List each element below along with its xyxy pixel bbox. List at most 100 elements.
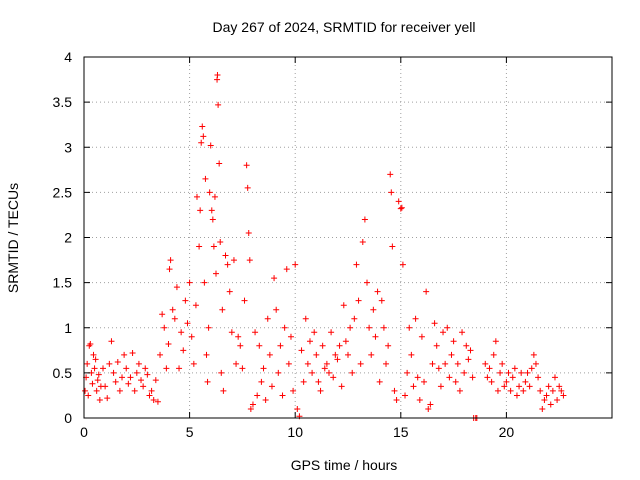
data-point — [530, 351, 537, 358]
data-point — [152, 377, 159, 384]
data-point — [551, 374, 558, 381]
data-point — [91, 365, 98, 372]
data-point — [520, 387, 527, 394]
data-point — [368, 351, 375, 358]
y-axis-label: SRMTID / TECUs — [5, 183, 21, 293]
data-point — [402, 392, 409, 399]
data-point — [190, 360, 197, 367]
data-point — [389, 243, 396, 250]
data-point — [235, 333, 242, 340]
data-point — [94, 377, 101, 384]
data-point — [159, 311, 166, 318]
data-point — [463, 342, 470, 349]
data-point — [444, 324, 451, 331]
data-point — [249, 401, 256, 408]
data-point — [433, 342, 440, 349]
data-point — [219, 306, 226, 313]
data-point — [539, 405, 546, 412]
data-point — [556, 383, 563, 390]
data-point — [482, 360, 489, 367]
data-point — [388, 189, 395, 196]
data-point — [119, 374, 126, 381]
data-point — [222, 252, 229, 259]
data-point — [268, 383, 275, 390]
data-point — [537, 387, 544, 394]
y-tick-label: 2.5 — [53, 184, 73, 200]
data-point — [279, 392, 286, 399]
data-point — [148, 387, 155, 394]
data-point — [425, 405, 432, 412]
data-point — [452, 378, 459, 385]
data-point — [321, 365, 328, 372]
data-point — [290, 387, 297, 394]
data-point — [167, 257, 174, 264]
data-point — [84, 360, 91, 367]
data-point — [366, 324, 373, 331]
data-point — [247, 405, 254, 412]
data-points — [82, 72, 567, 421]
data-point — [328, 329, 335, 336]
data-point — [545, 383, 552, 390]
data-point — [228, 329, 235, 336]
data-point — [220, 387, 227, 394]
data-point — [317, 387, 324, 394]
data-point — [281, 324, 288, 331]
data-point — [543, 392, 550, 399]
data-point — [146, 392, 153, 399]
data-point — [342, 338, 349, 345]
data-point — [423, 288, 430, 295]
data-point — [522, 378, 529, 385]
data-point — [547, 401, 554, 408]
data-point — [395, 198, 402, 205]
data-point — [262, 396, 269, 403]
data-point — [173, 284, 180, 291]
data-point — [404, 369, 411, 376]
data-point — [486, 365, 493, 372]
data-point — [323, 360, 330, 367]
data-point — [256, 342, 263, 349]
x-axis-label: GPS time / hours — [291, 457, 398, 473]
data-point — [163, 365, 170, 372]
data-point — [399, 261, 406, 268]
data-point — [140, 383, 147, 390]
data-point — [306, 338, 313, 345]
data-point — [108, 338, 115, 345]
data-point — [239, 365, 246, 372]
data-point — [391, 387, 398, 394]
x-tick-label: 5 — [186, 424, 194, 440]
data-point — [448, 351, 455, 358]
data-point — [209, 216, 216, 223]
data-point — [82, 387, 89, 394]
data-point — [359, 239, 366, 246]
data-point — [440, 329, 447, 336]
data-point — [186, 279, 193, 286]
data-point — [218, 369, 225, 376]
data-point — [361, 216, 368, 223]
data-point — [429, 360, 436, 367]
data-point — [560, 392, 567, 399]
data-point — [505, 369, 512, 376]
data-point — [110, 369, 117, 376]
data-point — [340, 302, 347, 309]
data-point — [507, 387, 514, 394]
data-point — [431, 320, 438, 327]
data-point — [198, 139, 205, 146]
data-point — [243, 162, 250, 169]
data-point — [214, 72, 221, 79]
data-point — [397, 205, 404, 212]
data-point — [311, 329, 318, 336]
data-point — [213, 270, 219, 277]
data-point — [349, 369, 356, 376]
data-point — [442, 360, 449, 367]
data-point — [142, 365, 149, 372]
data-point — [184, 320, 191, 327]
data-point — [338, 383, 345, 390]
data-point — [408, 351, 415, 358]
y-tick-label: 3 — [64, 139, 72, 155]
data-point — [193, 193, 200, 200]
data-point — [300, 378, 307, 385]
data-point — [501, 383, 508, 390]
data-point — [204, 378, 211, 385]
data-point — [418, 333, 425, 340]
data-point — [104, 395, 111, 402]
